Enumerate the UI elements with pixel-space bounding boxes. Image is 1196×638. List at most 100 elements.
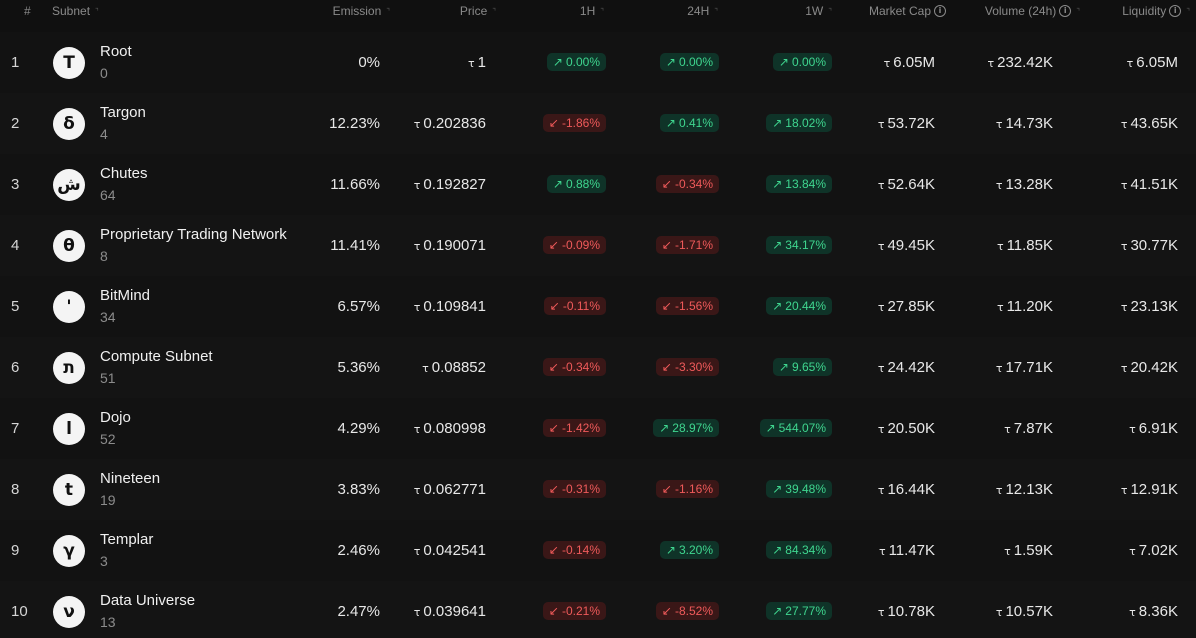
- header-1h[interactable]: 1H ⌝: [580, 4, 604, 18]
- arrow-up-right-icon: ↗: [552, 55, 563, 69]
- tau-icon: τ: [877, 118, 885, 131]
- table-row[interactable]: 6 ת Compute Subnet 51 5.36% τ 0.08852 ↙ -0.34% ↙ -…: [0, 337, 1196, 399]
- change-value: -0.34%: [674, 177, 713, 191]
- table-row[interactable]: 3 ش Chutes 64 11.66% τ 0.192827 ↗ 0.88% ↙ -0.34% ↗ 1…: [0, 154, 1196, 216]
- tau-icon: τ: [1129, 423, 1136, 436]
- subnet-name[interactable]: Compute Subnet: [100, 348, 213, 365]
- price-number: 0.062771: [423, 481, 486, 498]
- subnet-name[interactable]: Proprietary Trading Network: [100, 226, 287, 243]
- arrow-up-right-icon: ↗: [665, 55, 676, 69]
- header-emission[interactable]: Emission ⌝: [333, 4, 390, 18]
- change-h24-badge: ↙ -1.56%: [655, 297, 719, 315]
- change-value: 3.20%: [678, 543, 713, 557]
- tau-icon: τ: [877, 423, 885, 436]
- tau-icon: τ: [422, 362, 429, 375]
- liquidity-number: 6.91K: [1138, 420, 1178, 437]
- arrow-down-left-icon: ↙: [661, 482, 672, 496]
- subnet-name[interactable]: Data Universe: [100, 592, 196, 609]
- tau-icon: τ: [996, 240, 1004, 253]
- subnet-name[interactable]: Dojo: [100, 409, 131, 426]
- tau-icon: τ: [995, 484, 1003, 497]
- arrow-down-left-icon: ↙: [548, 116, 559, 130]
- table-row[interactable]: 10 ν Data Universe 13 2.47% τ 0.039641 ↙ -0.21% ↙…: [0, 581, 1196, 638]
- tau-icon: τ: [413, 179, 421, 192]
- market-cap-number: 52.64K: [887, 176, 935, 193]
- table-row[interactable]: 9 γ Templar 3 2.46% τ 0.042541 ↙ -0.14% ↗ 3.20% ↗ 84…: [0, 520, 1196, 582]
- header-emission-label: Emission: [332, 4, 382, 18]
- change-h24-badge: ↙ -0.34%: [655, 175, 719, 193]
- market-cap-number: 53.72K: [887, 115, 935, 132]
- liquidity-value: τ 6.91K: [1129, 398, 1178, 459]
- subnet-logo-icon: T: [53, 47, 85, 79]
- table-row[interactable]: 2 δ Targon 4 12.23% τ 0.202836 ↙ -1.86% ↗ 0.41% ↗ 18…: [0, 93, 1196, 155]
- liquidity-number: 41.51K: [1130, 176, 1178, 193]
- change-value: -3.30%: [674, 360, 713, 374]
- arrow-up-right-icon: ↗: [772, 238, 783, 252]
- arrow-up-right-icon: ↗: [772, 177, 783, 191]
- arrow-up-right-icon: ↗: [778, 360, 789, 374]
- info-icon[interactable]: i: [1059, 5, 1072, 17]
- header-price[interactable]: Price ⌝: [460, 4, 496, 18]
- arrow-up-right-icon: ↗: [659, 421, 670, 435]
- volume-number: 10.57K: [1005, 603, 1053, 620]
- table-row[interactable]: 4 θ Proprietary Trading Network 8 11.41% τ 0.1…: [0, 215, 1196, 277]
- header-1w[interactable]: 1W ⌝: [805, 4, 832, 18]
- info-icon[interactable]: i: [934, 5, 946, 17]
- change-h1-badge: ↙ -0.09%: [542, 236, 606, 254]
- liquidity-number: 30.77K: [1130, 237, 1178, 254]
- header-subnet[interactable]: Subnet ⌝: [52, 4, 99, 18]
- price-value: τ 0.190071: [414, 215, 486, 276]
- tau-icon: τ: [878, 545, 886, 558]
- price-number: 0.109841: [423, 298, 486, 315]
- row-rank: 6: [11, 359, 20, 376]
- volume-value: τ 7.87K: [1004, 398, 1053, 459]
- change-value: -1.56%: [674, 299, 713, 313]
- header-market-cap[interactable]: Market Cap i: [869, 4, 946, 18]
- header-24h-label: 24H: [687, 4, 710, 18]
- liquidity-number: 12.91K: [1130, 481, 1178, 498]
- subnet-netuid: 0: [100, 65, 108, 81]
- market-cap-number: 6.05M: [893, 54, 935, 71]
- header-1w-label: 1W: [805, 4, 824, 18]
- tau-icon: τ: [1126, 57, 1134, 70]
- subnet-logo-icon: ا: [53, 413, 85, 445]
- arrow-down-left-icon: ↙: [661, 604, 672, 618]
- sort-icon: ⌝: [1186, 6, 1190, 16]
- header-volume[interactable]: Volume (24h) i ⌝: [985, 4, 1080, 18]
- subnet-name[interactable]: Root: [100, 43, 132, 60]
- change-h1-badge: ↙ -0.14%: [542, 541, 606, 559]
- arrow-up-right-icon: ↗: [552, 177, 563, 191]
- subnet-name[interactable]: Nineteen: [100, 470, 161, 487]
- header-24h[interactable]: 24H ⌝: [687, 4, 718, 18]
- row-rank: 8: [11, 481, 20, 498]
- emission-value: 6.57%: [337, 298, 380, 315]
- liquidity-number: 8.36K: [1138, 603, 1178, 620]
- info-icon[interactable]: i: [1169, 5, 1182, 17]
- tau-icon: τ: [1004, 545, 1011, 558]
- table-row[interactable]: 1 T Root 0 0% τ 1 ↗ 0.00% ↗ 0.00% ↗ 0.00% τ 6.05M τ 232.…: [0, 32, 1196, 94]
- change-h1-badge: ↗ 0.00%: [546, 53, 606, 71]
- table-row[interactable]: 8 t Nineteen 19 3.83% τ 0.062771 ↙ -0.31% ↙ -1.16%…: [0, 459, 1196, 521]
- volume-value: τ 11.85K: [997, 215, 1053, 276]
- subnet-name[interactable]: BitMind: [100, 287, 151, 304]
- tau-icon: τ: [413, 423, 421, 436]
- change-h24-badge: ↗ 28.97%: [653, 419, 719, 437]
- volume-number: 232.42K: [997, 54, 1053, 71]
- change-value: 28.97%: [672, 421, 713, 435]
- subnet-netuid: 4: [100, 126, 108, 142]
- liquidity-value: τ 12.91K: [1121, 459, 1178, 520]
- subnet-name[interactable]: Chutes: [100, 165, 148, 182]
- table-row[interactable]: 7 ا Dojo 52 4.29% τ 0.080998 ↙ -1.42% ↗ 28.97% ↗ 544…: [0, 398, 1196, 460]
- table-row[interactable]: 5 ' BitMind 34 6.57% τ 0.109841 ↙ -0.11% ↙ -1.56% ↗…: [0, 276, 1196, 338]
- tau-icon: τ: [877, 301, 885, 314]
- price-number: 0.08852: [431, 359, 486, 376]
- header-liquidity[interactable]: Liquidity i ⌝: [1122, 4, 1190, 18]
- change-value: 84.34%: [785, 543, 826, 557]
- arrow-down-left-icon: ↙: [549, 299, 560, 313]
- sort-icon: ⌝: [1076, 6, 1080, 16]
- subnet-name[interactable]: Targon: [100, 104, 146, 121]
- row-rank: 3: [11, 176, 20, 193]
- subnet-name[interactable]: Templar: [100, 531, 154, 548]
- change-h1-badge: ↙ -0.31%: [542, 480, 606, 498]
